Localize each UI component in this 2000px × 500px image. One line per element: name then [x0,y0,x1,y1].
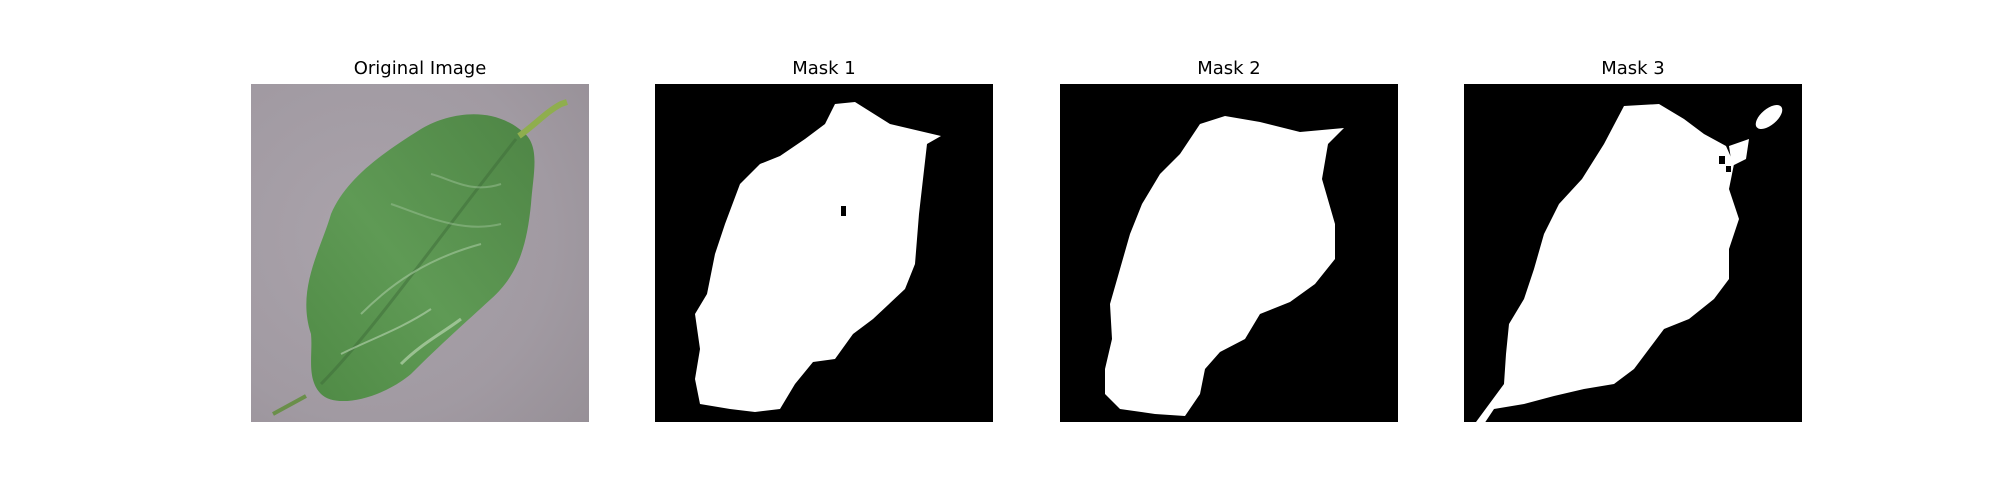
mask-3-image [1464,84,1802,422]
panel-title-original-image: Original Image [353,58,487,79]
mask-2-shape [1060,84,1398,422]
mask-3-shape [1464,84,1802,422]
panel-title-mask-1: Mask 1 [792,58,856,79]
mask-2-image [1060,84,1398,422]
mask-1-shape [655,84,993,422]
panel-title-mask-2: Mask 2 [1197,58,1261,79]
original-leaf-photo [251,84,589,422]
panel-title-mask-3: Mask 3 [1601,58,1665,79]
mask-1-image [655,84,993,422]
original-image [251,84,589,422]
